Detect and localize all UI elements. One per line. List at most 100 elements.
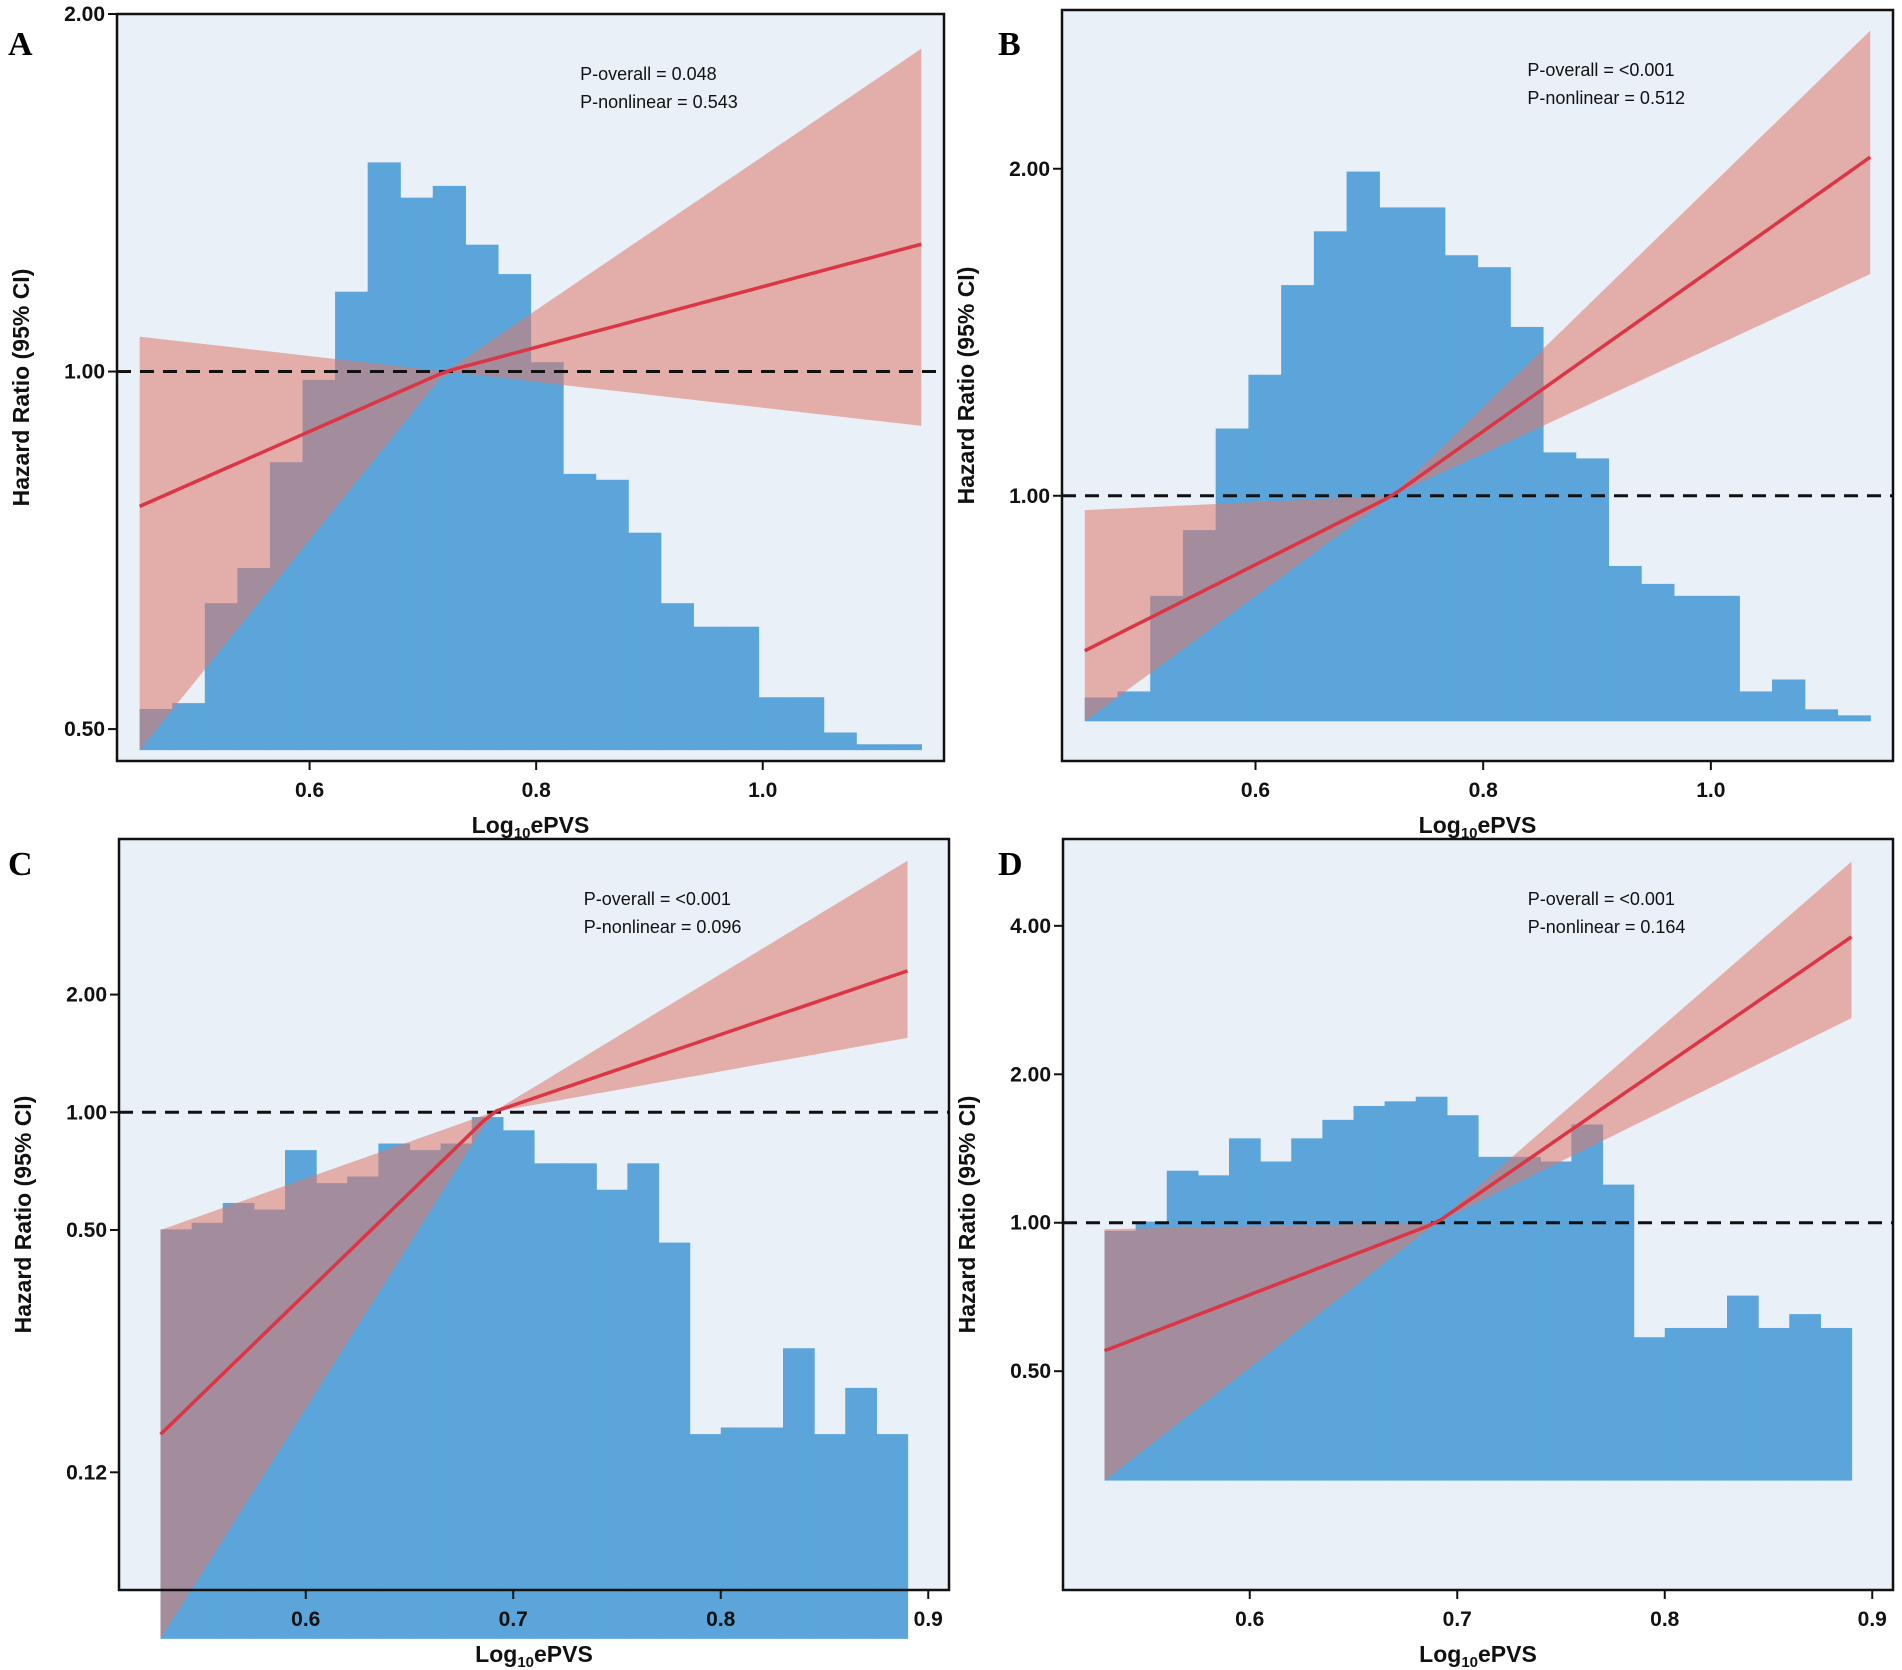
histogram-bar	[502, 1130, 535, 1639]
ci-band	[1084, 30, 1871, 722]
panel-a: A 0.50 1.00 2.00 0.6 0.8 1.0 Log10ePVS Hazard Ra…	[8, 3, 946, 842]
histogram-bar	[1673, 595, 1708, 722]
y-tick-label: 2.00	[1010, 1063, 1051, 1086]
histogram-bar	[1509, 1156, 1541, 1481]
y-axis-label: Hazard Ratio (95% CI)	[954, 1096, 980, 1334]
y-tick-label: 1.00	[64, 361, 105, 384]
histogram-bar	[751, 1427, 784, 1639]
histogram-bar	[1313, 231, 1348, 722]
histogram-bar	[1446, 1115, 1479, 1481]
histogram-bar	[1820, 1327, 1853, 1481]
histogram-bar	[1540, 1161, 1572, 1481]
histogram-bar	[791, 697, 825, 751]
histogram-bar	[530, 362, 564, 751]
y-tick-label: 0.50	[1010, 1360, 1051, 1383]
histogram-bar	[595, 479, 629, 751]
histogram-bar	[1641, 583, 1675, 722]
histogram-bar	[1384, 1101, 1417, 1481]
hazard-ratio-curve	[159, 969, 909, 1436]
histogram-bar	[1602, 1184, 1635, 1481]
x-axis-label: Log10ePVS	[1419, 812, 1537, 842]
p-overall-annotation: P-overall = <0.001	[584, 889, 731, 909]
p-overall-annotation: P-overall = <0.001	[1528, 889, 1675, 909]
x-tick-label: 0.7	[1443, 1608, 1472, 1631]
p-overall-annotation: P-overall = <0.001	[1527, 60, 1674, 80]
y-tick-label: 2.00	[64, 3, 105, 26]
x-tick-label: 0.8	[1650, 1608, 1680, 1631]
plot-frame	[117, 837, 951, 1592]
panel-c: C 0.12 0.50 1.00 2.00 0.6 0.7 0.8 0.9 Log10ePVS Ha…	[8, 837, 951, 1670]
x-tick-label: 1.0	[1696, 779, 1725, 802]
histogram-bar	[534, 1163, 566, 1639]
y-axis-label: Hazard Ratio (95% CI)	[953, 267, 979, 505]
histogram-bar	[627, 1163, 660, 1639]
histogram-bar	[823, 732, 857, 751]
histogram-bar	[1379, 207, 1413, 722]
panel-letter-d: D	[998, 846, 1023, 883]
histogram-bar	[1415, 1096, 1448, 1481]
histogram-bar	[1346, 171, 1380, 722]
x-tick-label: 0.7	[499, 1608, 528, 1631]
hazard-ratio-curve	[138, 242, 922, 508]
x-tick-label: 0.6	[1235, 1608, 1264, 1631]
plot-frame	[1060, 8, 1895, 763]
y-tick-label: 1.00	[1009, 485, 1050, 508]
histogram-bar	[1706, 595, 1740, 722]
histogram-bar	[658, 1242, 691, 1639]
histogram-bar	[1477, 267, 1511, 722]
histogram-bar	[1695, 1327, 1728, 1481]
y-tick-label: 2.00	[1009, 158, 1050, 181]
ci-band	[1104, 861, 1852, 1481]
y-axis-label: Hazard Ratio (95% CI)	[8, 269, 34, 507]
x-tick-label: 0.9	[1858, 1608, 1887, 1631]
histogram-bar	[1117, 691, 1151, 722]
p-nonlinear-annotation: P-nonlinear = 0.096	[584, 917, 742, 937]
histogram-bar	[856, 744, 890, 751]
histogram-bar	[758, 697, 792, 751]
y-tick-label: 0.12	[66, 1461, 107, 1484]
plot-frame	[1061, 837, 1895, 1592]
panel-letter-a: A	[8, 26, 33, 63]
histogram-bar	[1542, 452, 1577, 722]
histogram-bar	[1758, 1327, 1790, 1481]
panel-d: D 0.50 1.00 2.00 4.00 0.6 0.7 0.8 0.9 Log10ePVS Ha…	[954, 837, 1895, 1670]
ci-band	[160, 860, 908, 1639]
histogram-bar	[876, 1434, 909, 1639]
x-tick-label: 0.8	[522, 779, 552, 802]
hazard-ratio-curve	[1103, 935, 1853, 1353]
histogram-bar	[720, 1427, 753, 1639]
histogram-bar	[440, 1143, 473, 1639]
panel-b: B 1.00 2.00 0.6 0.8 1.0 Log10ePVS Hazard Ratio …	[953, 8, 1895, 842]
histogram-bar	[693, 626, 727, 751]
x-axis-label: Log10ePVS	[472, 812, 590, 842]
p-nonlinear-annotation: P-nonlinear = 0.164	[1528, 917, 1686, 937]
histogram-bar	[172, 703, 206, 751]
histogram-bar	[1727, 1295, 1759, 1481]
histogram-bar	[628, 532, 662, 751]
y-tick-label: 4.00	[1010, 915, 1051, 938]
x-tick-label: 1.0	[748, 779, 777, 802]
x-tick-label: 0.6	[291, 1608, 320, 1631]
panel-letter-c: C	[8, 846, 33, 883]
histogram-bar	[1837, 715, 1871, 722]
hazard-ratio-curve	[1083, 155, 1872, 653]
histogram-bar	[565, 1163, 597, 1639]
histogram-bar	[1444, 255, 1479, 722]
histogram-bar	[1664, 1327, 1697, 1481]
ci-band	[139, 48, 922, 751]
histogram-bar	[563, 473, 597, 751]
histogram-bar	[1633, 1337, 1666, 1481]
p-nonlinear-annotation: P-nonlinear = 0.512	[1527, 88, 1685, 108]
histogram-bar	[1739, 691, 1773, 722]
histogram-bar	[725, 626, 760, 751]
histogram-bar	[1772, 679, 1806, 722]
panel-letter-b: B	[998, 26, 1021, 63]
y-tick-label: 0.50	[66, 1219, 107, 1242]
x-tick-label: 0.6	[295, 779, 324, 802]
y-tick-label: 1.00	[1010, 1212, 1051, 1235]
histogram-bar	[814, 1434, 846, 1639]
x-axis-label: Log10ePVS	[1419, 1641, 1537, 1670]
y-tick-label: 2.00	[66, 984, 107, 1007]
histogram-bar	[689, 1434, 722, 1639]
